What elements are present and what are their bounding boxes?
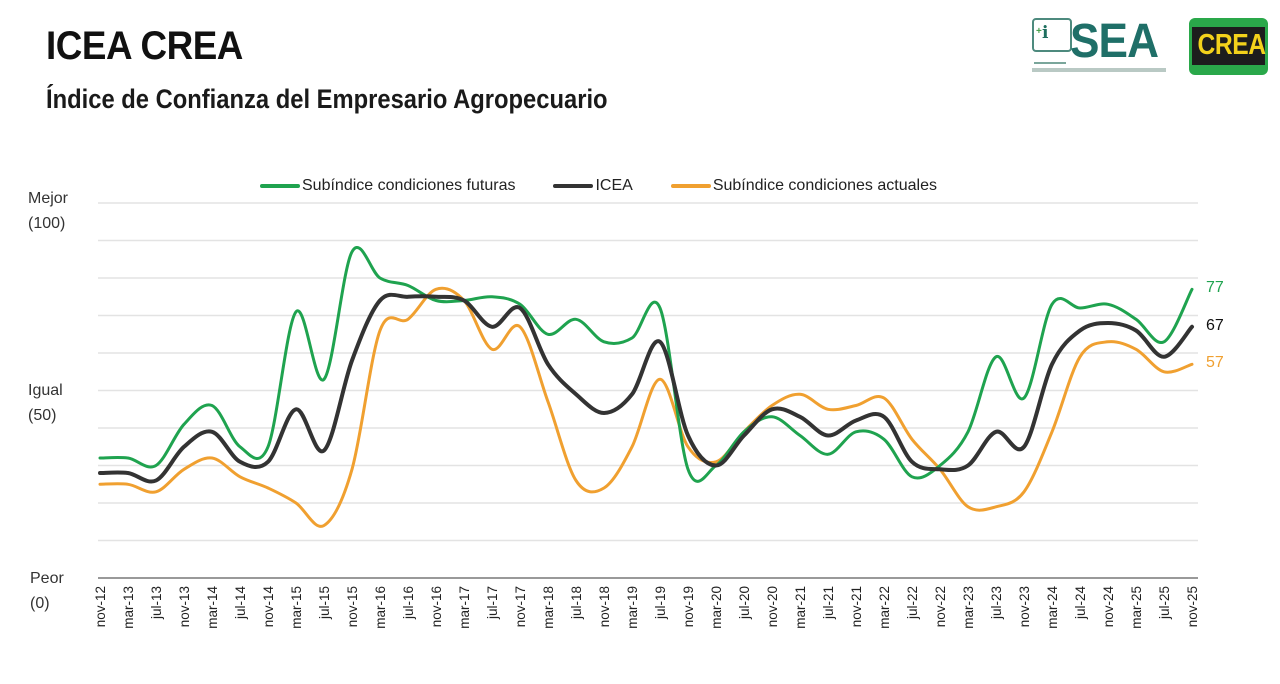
crea-logo: CREA	[1189, 18, 1268, 75]
sea-logo-i: i	[1042, 23, 1049, 43]
sea-logo-tagline	[1032, 68, 1166, 72]
info-icon: + i	[1032, 18, 1072, 52]
y-label-igual: Igual (50)	[28, 378, 63, 428]
x-tick-label: mar-23	[961, 586, 976, 629]
sea-logo-word: SEA	[1070, 15, 1159, 68]
x-tick-label: jul-21	[821, 586, 836, 620]
legend-item-futuras: Subíndice condiciones futuras	[260, 177, 515, 195]
x-tick-label: nov-23	[1017, 586, 1032, 627]
x-tick-label: jul-13	[149, 586, 164, 620]
x-tick-label: jul-23	[989, 586, 1004, 620]
x-tick-label: mar-20	[709, 586, 724, 629]
y-label-mejor-word: Mejor	[28, 190, 69, 207]
y-label-peor-word: Peor	[30, 570, 64, 587]
legend-swatch-futuras	[260, 184, 300, 188]
chart-legend: Subíndice condiciones futuras ICEA Subín…	[260, 176, 975, 196]
x-tick-label: mar-21	[793, 586, 808, 629]
x-tick-label: jul-22	[905, 586, 920, 620]
x-tick-label: nov-19	[681, 586, 696, 627]
series-line-actuales	[98, 286, 1194, 528]
end-label-actuales: 57	[1206, 354, 1224, 372]
y-label-peor-value: (0)	[30, 595, 50, 612]
legend-swatch-actuales	[670, 184, 711, 188]
y-label-mejor: Mejor (100)	[28, 186, 68, 236]
x-tick-label: jul-20	[737, 586, 752, 620]
legend-label-icea: ICEA	[595, 177, 633, 194]
x-tick-label: mar-22	[877, 586, 892, 629]
x-tick-label: mar-18	[541, 586, 556, 629]
x-tick-label: nov-17	[513, 586, 528, 627]
x-tick-label: mar-25	[1129, 586, 1144, 629]
legend-label-futuras: Subíndice condiciones futuras	[302, 177, 516, 194]
x-tick-label: jul-16	[401, 586, 416, 620]
x-tick-label: nov-13	[177, 586, 192, 627]
y-label-mejor-value: (100)	[28, 215, 66, 232]
sea-logo: + i SEA	[1030, 15, 1170, 78]
x-tick-label: jul-19	[653, 586, 668, 620]
end-label-futuras: 77	[1206, 279, 1224, 297]
x-tick-label: jul-17	[485, 586, 500, 620]
series-lines	[98, 246, 1194, 528]
page-title: ICEA CREA	[46, 24, 243, 68]
x-tick-label: nov-14	[261, 586, 276, 628]
y-label-igual-value: (50)	[28, 407, 57, 424]
bar-chart-icon	[1034, 52, 1066, 64]
x-tick-label: nov-15	[345, 586, 360, 627]
x-tick-label: nov-18	[597, 586, 612, 627]
legend-swatch-icea	[553, 184, 594, 188]
series-line-icea	[98, 292, 1194, 484]
x-tick-label: mar-16	[373, 586, 388, 629]
x-tick-label: mar-14	[205, 586, 220, 629]
end-label-icea: 67	[1206, 316, 1224, 334]
gridlines	[98, 202, 1198, 579]
x-tick-label: nov-21	[849, 586, 864, 627]
crea-logo-band: CREA	[1192, 27, 1266, 65]
x-tick-label: nov-20	[765, 586, 780, 627]
series-line-futuras	[98, 246, 1194, 483]
x-tick-label: jul-25	[1157, 586, 1172, 620]
x-tick-label: nov-16	[429, 586, 444, 627]
x-tick-labels: nov-12 mar-13 jul-13 nov-13 mar-14 jul-14 nov-…	[93, 586, 1200, 629]
x-tick-label: jul-18	[569, 586, 584, 620]
x-tick-label: nov-12	[93, 586, 108, 627]
x-tick-label: mar-19	[625, 586, 640, 629]
x-tick-label: mar-17	[457, 586, 472, 629]
legend-item-actuales: Subíndice condiciones actuales	[670, 177, 937, 195]
x-tick-label: nov-22	[933, 586, 948, 627]
x-tick-label: jul-15	[317, 586, 332, 620]
x-tick-label: mar-24	[1045, 586, 1060, 629]
y-label-peor: Peor (0)	[30, 566, 64, 616]
x-tick-label: nov-25	[1185, 586, 1200, 627]
x-tick-label: jul-24	[1073, 586, 1088, 621]
x-tick-label: nov-24	[1101, 586, 1116, 628]
sea-logo-plus: +	[1036, 26, 1042, 37]
page-subtitle: Índice de Confianza del Empresario Agrop…	[46, 84, 608, 114]
legend-label-actuales: Subíndice condiciones actuales	[712, 177, 937, 194]
y-label-igual-word: Igual	[28, 382, 63, 399]
crea-logo-word: CREA	[1197, 29, 1266, 61]
legend-item-icea: ICEA	[553, 177, 633, 195]
x-tick-label: jul-14	[233, 586, 248, 621]
x-tick-label: mar-13	[121, 586, 136, 629]
x-tick-label: mar-15	[289, 586, 304, 629]
